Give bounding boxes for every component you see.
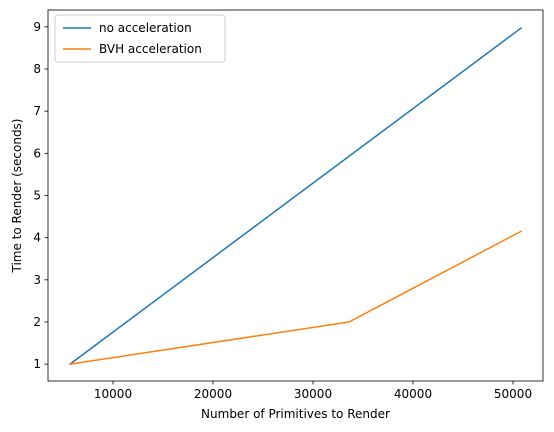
x-tick-label: 30000 (294, 387, 332, 401)
x-tick-label: 10000 (94, 387, 132, 401)
y-axis-label: Time to Render (seconds) (10, 119, 24, 274)
y-tick-label: 9 (33, 20, 41, 34)
y-tick-label: 2 (33, 315, 41, 329)
y-tick-label: 6 (33, 146, 41, 160)
series-layer (68, 27, 523, 366)
x-tick-label: 50000 (494, 387, 532, 401)
y-tick-label: 5 (33, 189, 41, 203)
legend-label-bvh-acceleration: BVH acceleration (99, 42, 202, 56)
y-ticks: 1 2 3 4 5 6 7 8 9 (33, 20, 48, 371)
series-line-no-acceleration (68, 27, 523, 366)
legend-label-no-acceleration: no acceleration (99, 21, 192, 35)
x-tick-label: 20000 (194, 387, 232, 401)
legend-box (54, 14, 226, 63)
y-tick-label: 3 (33, 273, 41, 287)
y-tick-label: 4 (33, 231, 41, 245)
y-tick-label: 1 (33, 357, 41, 371)
x-tick-label: 40000 (394, 387, 432, 401)
series-line-bvh-acceleration (69, 230, 523, 365)
y-tick-label: 8 (33, 62, 41, 76)
legend: no acceleration BVH acceleration (54, 14, 226, 63)
x-axis-label: Number of Primitives to Render (201, 407, 390, 421)
x-ticks: 10000 20000 30000 40000 50000 (94, 381, 532, 401)
y-tick-label: 7 (33, 104, 41, 118)
